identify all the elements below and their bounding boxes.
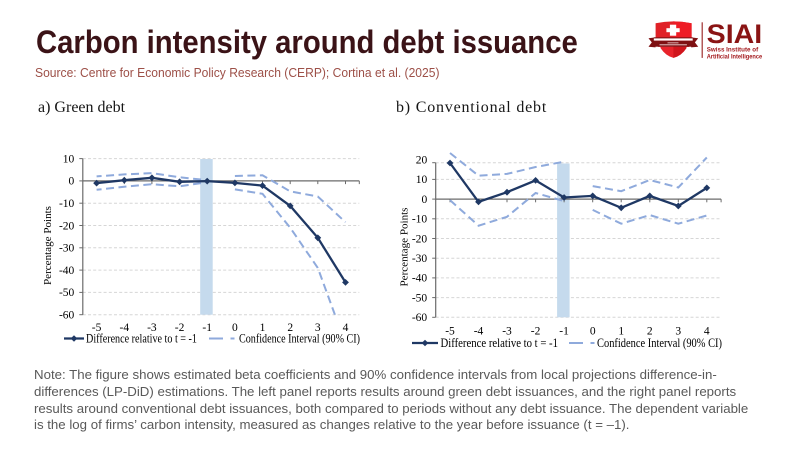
- svg-text:20: 20: [416, 155, 428, 167]
- svg-text:10: 10: [63, 153, 75, 165]
- svg-text:3: 3: [315, 322, 321, 334]
- svg-text:Percentage Points: Percentage Points: [42, 206, 54, 285]
- svg-text:-3: -3: [502, 325, 512, 337]
- svg-text:-30: -30: [59, 243, 75, 255]
- svg-text:4: 4: [704, 325, 710, 337]
- svg-text:-2: -2: [175, 322, 185, 334]
- svg-text:-60: -60: [412, 312, 428, 324]
- svg-text:-10: -10: [412, 214, 428, 226]
- svg-text:0: 0: [590, 325, 596, 337]
- svg-text:SIAI: SIAI: [707, 19, 763, 49]
- svg-text:-20: -20: [412, 233, 428, 245]
- svg-text:2: 2: [287, 322, 293, 334]
- svg-text:0: 0: [69, 176, 75, 188]
- svg-text:-4: -4: [474, 325, 484, 337]
- svg-text:-50: -50: [412, 292, 428, 304]
- svg-text:Difference relative to t = -1: Difference relative to t = -1: [441, 336, 559, 350]
- svg-text:-50: -50: [59, 287, 75, 299]
- svg-text:0: 0: [421, 194, 427, 206]
- svg-text:10: 10: [416, 174, 428, 186]
- svg-text:Difference relative to t = -1: Difference relative to t = -1: [86, 332, 197, 346]
- svg-text:-40: -40: [59, 265, 75, 277]
- svg-text:-4: -4: [120, 322, 130, 334]
- svg-text:1: 1: [260, 322, 266, 334]
- svg-text:-30: -30: [412, 253, 428, 265]
- svg-text:Confidence Interval (90% CI): Confidence Interval (90% CI): [239, 332, 360, 346]
- svg-text:0: 0: [232, 322, 238, 334]
- svg-text:Artificial Intelligence: Artificial Intelligence: [707, 53, 763, 60]
- svg-text:Confidence Interval (90% CI): Confidence Interval (90% CI): [597, 336, 722, 350]
- svg-text:2: 2: [647, 325, 653, 337]
- svg-text:Percentage Points: Percentage Points: [399, 208, 411, 287]
- svg-text:-3: -3: [147, 322, 157, 334]
- svg-text:-1: -1: [559, 325, 569, 337]
- svg-text:-2: -2: [531, 325, 541, 337]
- svg-text:1: 1: [618, 325, 624, 337]
- svg-text:Swiss Institute of: Swiss Institute of: [707, 47, 759, 54]
- svg-text:-5: -5: [445, 325, 455, 337]
- svg-text:-60: -60: [59, 310, 75, 322]
- svg-text:3: 3: [675, 325, 681, 337]
- svg-text:-40: -40: [412, 273, 428, 285]
- svg-text:-20: -20: [59, 220, 75, 232]
- svg-text:-1: -1: [202, 322, 212, 334]
- svg-text:-5: -5: [92, 322, 102, 334]
- svg-text:-10: -10: [59, 198, 75, 210]
- svg-text:4: 4: [343, 322, 349, 334]
